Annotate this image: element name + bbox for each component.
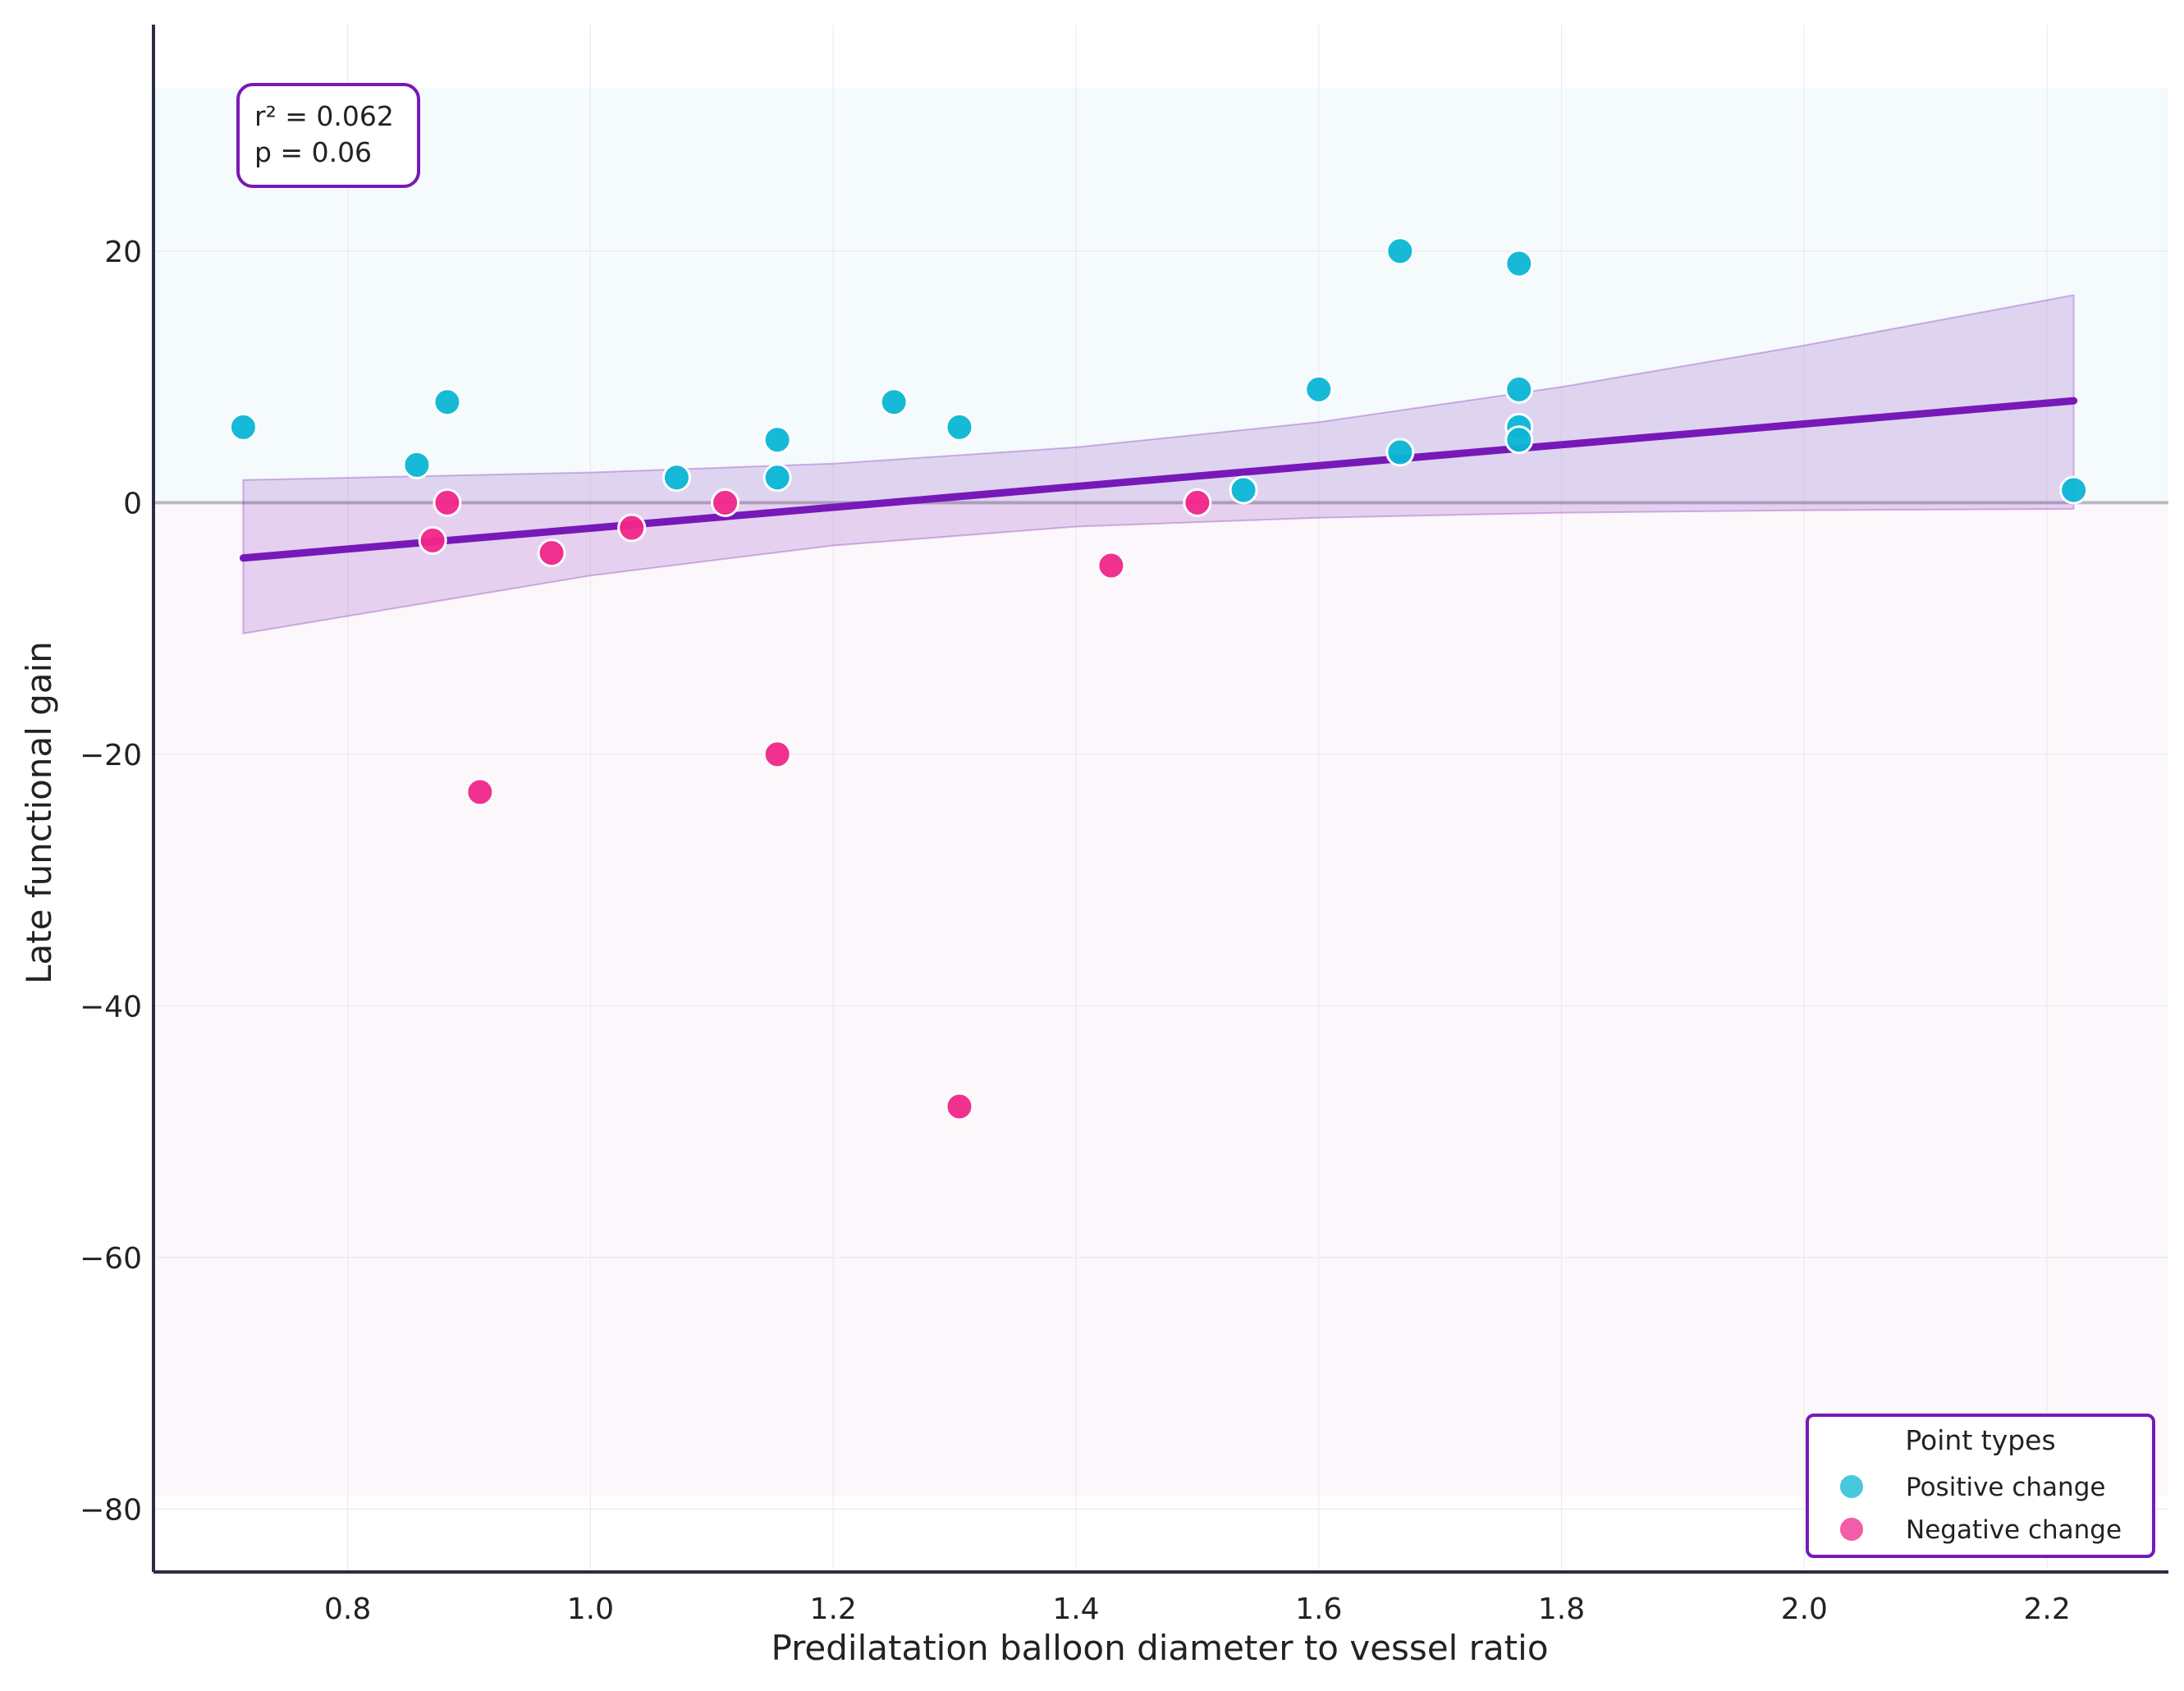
x-tick-label: 2.0 xyxy=(1781,1592,1828,1626)
data-point-positive xyxy=(1385,236,1415,266)
legend-marker-positive xyxy=(1838,1473,1865,1500)
legend-marker-negative xyxy=(1838,1516,1865,1542)
data-point-positive xyxy=(879,387,909,417)
confidence-band xyxy=(242,294,2075,635)
data-point-positive xyxy=(762,425,792,455)
confidence-band-group xyxy=(242,294,2075,635)
data-point-negative xyxy=(1097,551,1126,580)
legend-frame xyxy=(1806,1414,2155,1558)
stats-box-frame xyxy=(236,83,420,188)
r-squared-text: r² = 0.062 xyxy=(254,100,394,132)
y-tick-label: −80 xyxy=(80,1493,142,1527)
data-point-negative xyxy=(465,777,495,807)
data-point-positive xyxy=(228,412,258,442)
regression-line xyxy=(239,396,2078,562)
x-tick-label: 0.8 xyxy=(324,1592,371,1626)
y-tick-label: 20 xyxy=(104,236,142,269)
data-point-negative xyxy=(617,513,647,543)
background-bands xyxy=(153,87,2168,1497)
data-point-negative xyxy=(711,488,740,517)
data-point-positive xyxy=(2059,475,2089,505)
data-point-negative xyxy=(433,488,462,517)
p-value-text: p = 0.06 xyxy=(254,136,372,168)
y-tick-labels: 20 0 −20 −40 −60 −80 xyxy=(80,236,142,1528)
x-tick-label: 1.8 xyxy=(1538,1592,1585,1626)
legend: Point types Positive change Negative cha… xyxy=(1806,1414,2155,1558)
stats-box: r² = 0.062 p = 0.06 xyxy=(236,83,420,188)
legend-title: Point types xyxy=(1905,1424,2055,1456)
data-point-negative xyxy=(1183,488,1212,517)
data-point-positive xyxy=(1385,438,1415,467)
data-point-negative xyxy=(762,740,792,769)
x-tick-label: 1.0 xyxy=(567,1592,614,1626)
legend-label-negative: Negative change xyxy=(1906,1515,2122,1545)
data-point-positive xyxy=(1304,374,1334,404)
data-point-positive xyxy=(1229,475,1258,505)
y-tick-label: −40 xyxy=(80,990,142,1024)
y-axis-title: Late functional gain xyxy=(19,641,59,984)
data-point-negative xyxy=(537,538,566,568)
x-tick-label: 1.2 xyxy=(810,1592,857,1626)
background-band xyxy=(153,502,2168,1497)
data-point-positive xyxy=(433,387,462,417)
x-tick-label: 2.2 xyxy=(2023,1592,2070,1626)
data-point-positive xyxy=(1504,425,1534,455)
data-point-positive xyxy=(945,412,974,442)
x-tick-labels: 0.8 1.0 1.2 1.4 1.6 1.8 2.0 2.2 xyxy=(324,1592,2071,1626)
data-point-negative xyxy=(418,525,447,555)
y-tick-label: −60 xyxy=(80,1242,142,1276)
data-point-positive xyxy=(402,450,432,479)
background-band xyxy=(153,87,2168,503)
x-axis-title: Predilatation balloon diameter to vessel… xyxy=(771,1628,1548,1668)
data-point-positive xyxy=(662,463,691,493)
data-point-positive xyxy=(762,463,792,493)
data-point-negative xyxy=(945,1092,974,1121)
regression-line-group xyxy=(239,396,2078,562)
x-tick-label: 1.4 xyxy=(1052,1592,1099,1626)
data-point-positive xyxy=(1504,249,1534,278)
data-point-positive xyxy=(1504,374,1534,404)
axes xyxy=(152,25,2168,1574)
x-tick-label: 1.6 xyxy=(1295,1592,1342,1626)
y-tick-label: −20 xyxy=(80,739,142,772)
data-points xyxy=(228,236,2089,1121)
legend-label-positive: Positive change xyxy=(1906,1473,2105,1502)
y-tick-label: 0 xyxy=(123,487,142,520)
